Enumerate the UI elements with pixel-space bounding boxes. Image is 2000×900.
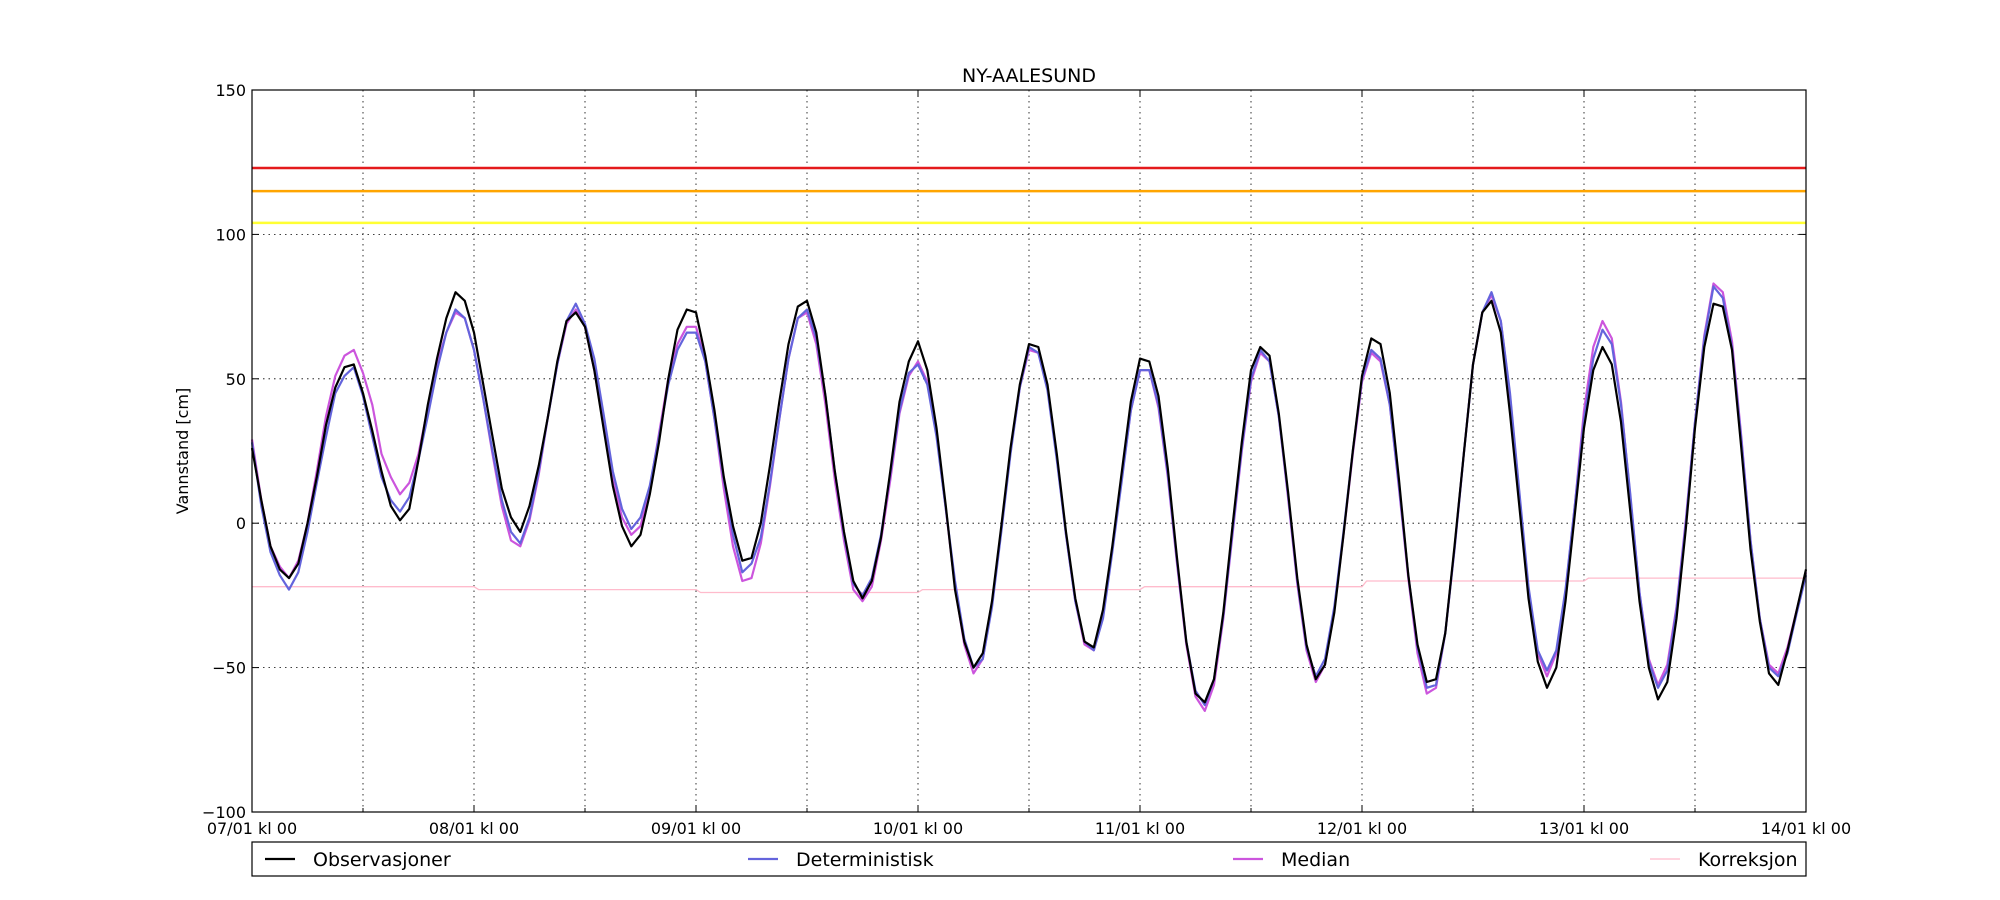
x-tick-label: 14/01 kl 00 bbox=[1761, 819, 1851, 838]
series-line-observasjoner bbox=[250, 291, 1808, 704]
x-tick-label: 13/01 kl 00 bbox=[1539, 819, 1629, 838]
legend-label-deterministisk: Deterministisk bbox=[796, 849, 934, 871]
axis-ticks: −100 −50 0 50 100 150 07/01 kl 00 08/01 kl 00 09… bbox=[202, 81, 1851, 838]
x-tick-label: 12/01 kl 00 bbox=[1317, 819, 1407, 838]
x-tick-label: 10/01 kl 00 bbox=[873, 819, 963, 838]
y-tick-label: −100 bbox=[202, 803, 246, 822]
legend-label-korreksjon: Korreksjon bbox=[1698, 849, 1798, 871]
series-line-korreksjon bbox=[252, 577, 1806, 594]
x-tick-label: 11/01 kl 00 bbox=[1095, 819, 1185, 838]
chart-title: NY-AALESUND bbox=[962, 65, 1096, 87]
legend-label-median: Median bbox=[1281, 849, 1350, 871]
y-tick-label: 0 bbox=[236, 514, 246, 533]
y-tick-label: 150 bbox=[215, 81, 246, 100]
x-tick-label: 08/01 kl 00 bbox=[429, 819, 519, 838]
legend: Observasjoner Deterministisk Median Korreks… bbox=[251, 841, 1807, 877]
legend-label-observasjoner: Observasjoner bbox=[313, 849, 451, 871]
y-tick-label: −50 bbox=[212, 659, 246, 678]
x-tick-label: 09/01 kl 00 bbox=[651, 819, 741, 838]
series-lines bbox=[250, 282, 1808, 712]
legend-box bbox=[251, 841, 1807, 877]
grid bbox=[252, 90, 1806, 812]
y-tick-label: 50 bbox=[226, 370, 246, 389]
x-tick-label: 07/01 kl 00 bbox=[207, 819, 297, 838]
y-tick-label: 100 bbox=[215, 225, 246, 244]
y-axis-label: Vannstand [cm] bbox=[173, 388, 192, 514]
threshold-lines bbox=[252, 166, 1806, 225]
